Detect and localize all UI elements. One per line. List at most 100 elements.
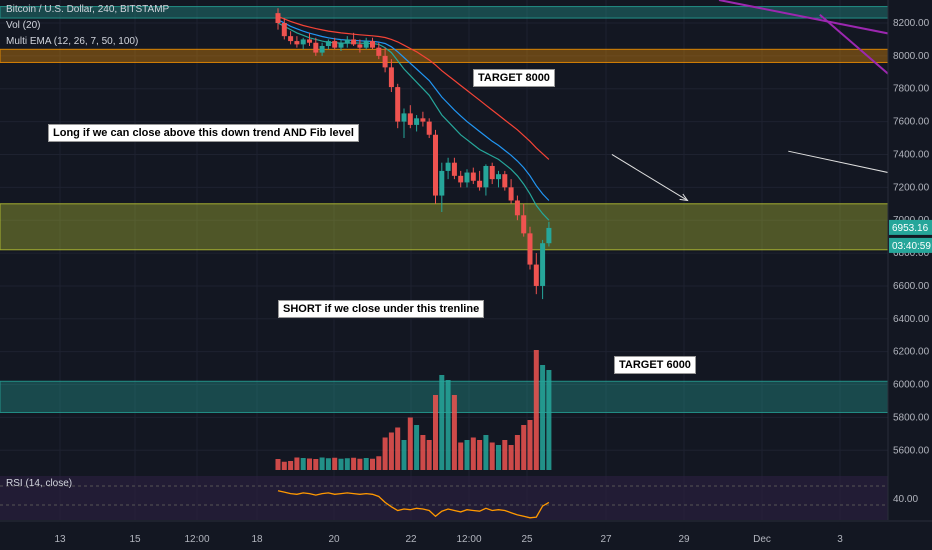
candle-body — [483, 165, 489, 188]
candle-body — [332, 41, 338, 48]
arrow-line — [611, 154, 688, 201]
volume-bars — [275, 350, 552, 470]
candle-body — [521, 215, 527, 234]
candle-body — [533, 264, 539, 286]
candle-body — [376, 47, 382, 56]
price-tick-label: 6600.00 — [893, 281, 930, 292]
arrow-head — [679, 193, 689, 202]
volume-bar — [464, 440, 470, 470]
volume-bar — [307, 458, 312, 470]
time-tick-label: 25 — [521, 534, 533, 545]
volume-bar — [420, 435, 426, 470]
candle-body — [288, 36, 294, 42]
volume-bar — [527, 420, 533, 470]
time-tick-label: Dec — [753, 534, 771, 545]
candle-body — [508, 187, 514, 201]
time-tick-label: 12:00 — [456, 534, 481, 545]
volume-bar — [275, 459, 281, 470]
candle-body — [546, 227, 552, 244]
target-8000-label: TARGET 8000 — [473, 69, 555, 87]
candle-body — [344, 39, 350, 43]
price-tick-label: 7800.00 — [893, 84, 930, 95]
time-tick-label: 18 — [251, 534, 263, 545]
volume-bar — [533, 350, 539, 470]
trend-line — [718, 0, 932, 44]
candle-body — [313, 42, 319, 53]
ema-legend[interactable]: Multi EMA (12, 26, 7, 50, 100) — [6, 36, 139, 47]
volume-legend[interactable]: Vol (20) — [6, 20, 41, 31]
candle-body — [388, 67, 394, 88]
candle-body — [319, 46, 325, 53]
volume-bar — [288, 461, 294, 470]
rsi-tick-label: 40.00 — [893, 494, 918, 505]
volume-bar — [433, 395, 438, 470]
candle-body — [294, 41, 300, 45]
volume-bar — [458, 442, 464, 470]
candle-body — [445, 162, 451, 171]
price-axis: 5600.00 5800.00 6000.00 6200.00 6400.00 6600.… — [887, 0, 932, 550]
volume-bar — [325, 458, 331, 470]
volume-bar — [414, 425, 420, 470]
volume-bar — [451, 395, 457, 470]
time-tick-label: 27 — [600, 534, 612, 545]
symbol-legend[interactable]: Bitcoin / U.S. Dollar, 240, BITSTAMP — [6, 4, 170, 15]
countdown-label: 03:40:59 — [892, 241, 931, 252]
candlesticks — [275, 8, 552, 300]
volume-bar — [439, 375, 445, 470]
price-tick-label: 8200.00 — [893, 18, 930, 29]
time-tick-label: 22 — [405, 534, 417, 545]
volume-bar — [319, 457, 325, 470]
candle-body — [307, 39, 312, 43]
time-tick-label: 15 — [129, 534, 141, 545]
candle-body — [433, 134, 438, 196]
price-tick-label: 5800.00 — [893, 412, 930, 423]
candle-body — [357, 44, 363, 48]
volume-bar — [351, 457, 357, 470]
candle-body — [414, 118, 420, 125]
candle-body — [407, 113, 413, 125]
volume-bar — [483, 435, 489, 470]
volume-bar — [502, 440, 508, 470]
volume-bar — [332, 457, 338, 470]
volume-bar — [382, 437, 388, 470]
candle-body — [514, 200, 520, 216]
last-price-bg — [889, 219, 932, 235]
candle-body — [470, 172, 476, 181]
target-6000-label: TARGET 6000 — [614, 356, 696, 374]
candle-body — [300, 39, 306, 45]
price-tick-label: 7200.00 — [893, 182, 930, 193]
rsi-legend[interactable]: RSI (14, close) — [6, 478, 73, 489]
price-tick-label: 8000.00 — [893, 51, 930, 62]
candle-body — [275, 13, 281, 24]
candle-body — [420, 118, 426, 122]
volume-bar — [426, 440, 432, 470]
price-tick-label: 6200.00 — [893, 347, 930, 358]
arrow-line — [788, 150, 932, 183]
candle-body — [489, 165, 495, 180]
rsi-line — [277, 490, 550, 519]
volume-bar — [407, 417, 413, 470]
candle-body — [502, 174, 508, 188]
candle-body — [464, 172, 470, 183]
time-tick-label: 3 — [837, 534, 843, 545]
volume-bar — [313, 459, 319, 470]
volume-bar — [546, 370, 552, 470]
time-tick-label: 12:00 — [184, 534, 209, 545]
candle-body — [363, 41, 369, 48]
candle-body — [426, 121, 432, 135]
time-tick-label: 20 — [328, 534, 340, 545]
candle-body — [401, 113, 407, 122]
candle-body — [451, 162, 457, 176]
ema-line — [277, 19, 550, 201]
candle-body — [458, 175, 464, 183]
volume-bar — [395, 427, 401, 470]
volume-bar — [496, 445, 501, 470]
volume-bar — [508, 445, 514, 470]
volume-bar — [477, 440, 483, 470]
candle-body — [527, 233, 533, 265]
price-zone — [0, 48, 889, 63]
candle-body — [370, 41, 375, 48]
volume-bar — [294, 457, 300, 470]
trend-lines — [718, 0, 932, 114]
